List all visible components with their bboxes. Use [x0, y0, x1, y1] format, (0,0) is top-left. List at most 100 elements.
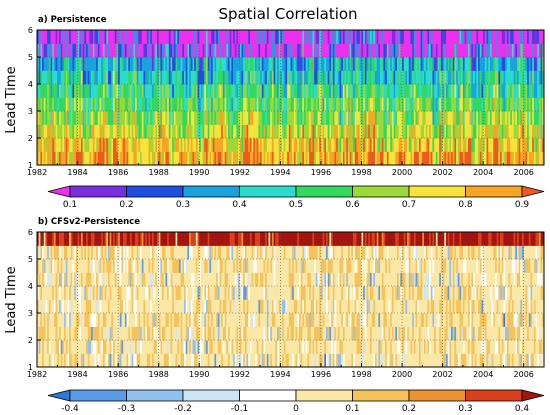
heatmap-cell — [305, 313, 308, 327]
heatmap-cell — [180, 272, 183, 287]
heatmap-cell — [158, 232, 161, 246]
heatmap-cell — [263, 30, 266, 44]
heatmap-cell — [221, 138, 224, 152]
heatmap-cell — [249, 43, 253, 58]
heatmap-cell — [216, 353, 219, 368]
heatmap-cell — [309, 272, 312, 287]
heatmap-cell — [72, 259, 75, 273]
heatmap-cell — [82, 299, 85, 314]
heatmap-cell — [64, 232, 67, 246]
heatmap-cell — [60, 151, 63, 166]
heatmap-cell — [540, 111, 543, 125]
heatmap-cell — [65, 259, 68, 273]
heatmap-cell — [135, 151, 138, 166]
heatmap-cell — [216, 84, 219, 98]
heatmap-cell — [102, 326, 105, 341]
heatmap-cell — [491, 138, 494, 152]
heatmap-cell — [150, 30, 153, 44]
heatmap-cell — [395, 57, 398, 71]
heatmap-cell — [532, 138, 535, 152]
panel-b-label: b) CFSv2-Persistence — [38, 217, 140, 227]
heatmap-cell — [469, 43, 472, 58]
heatmap-cell — [451, 111, 454, 125]
heatmap-cell — [503, 70, 506, 85]
heatmap-cell — [217, 70, 220, 85]
heatmap-cell — [69, 259, 72, 273]
heatmap-cell — [483, 138, 486, 152]
heatmap-cell — [77, 232, 80, 246]
heatmap-cell — [53, 353, 56, 368]
heatmap-cell — [84, 84, 87, 98]
heatmap-cell — [184, 326, 187, 341]
heatmap-cell — [89, 151, 92, 166]
heatmap-cell — [342, 30, 345, 44]
heatmap-cell — [227, 353, 231, 368]
heatmap-cell — [80, 111, 84, 125]
heatmap-cell — [172, 286, 175, 300]
heatmap-cell — [219, 313, 222, 327]
heatmap-cell — [383, 97, 386, 112]
heatmap-cell — [255, 353, 258, 368]
heatmap-cell — [354, 70, 357, 85]
heatmap-cell — [445, 84, 449, 98]
heatmap-cell — [128, 43, 131, 58]
heatmap-cell — [522, 138, 525, 152]
heatmap-cell — [238, 259, 241, 273]
heatmap-cell — [162, 353, 165, 368]
heatmap-cell — [170, 57, 173, 71]
heatmap-cell — [37, 97, 40, 112]
heatmap-cell — [243, 43, 246, 58]
heatmap-cell — [133, 326, 136, 341]
heatmap-cell — [160, 138, 163, 152]
heatmap-cell — [64, 43, 67, 58]
heatmap-cell — [253, 326, 256, 341]
heatmap-cell — [390, 43, 393, 58]
heatmap-cell — [229, 299, 232, 314]
heatmap-cell — [467, 111, 471, 125]
heatmap-cell — [168, 340, 171, 354]
heatmap-cell — [530, 124, 533, 139]
heatmap-cell — [143, 43, 146, 58]
heatmap-cell — [67, 286, 70, 300]
heatmap-cell — [123, 57, 126, 71]
heatmap-cell — [489, 70, 493, 85]
heatmap-cell — [491, 70, 494, 85]
heatmap-cell — [185, 84, 188, 98]
heatmap-cell — [163, 30, 166, 44]
heatmap-cell — [238, 43, 241, 58]
heatmap-cell — [207, 57, 210, 71]
heatmap-cell — [293, 30, 296, 44]
heatmap-cell — [522, 151, 525, 166]
heatmap-cell — [302, 124, 305, 139]
heatmap-cell — [192, 57, 195, 71]
heatmap-cell — [99, 111, 102, 125]
heatmap-cell — [129, 124, 133, 139]
heatmap-cell — [327, 232, 330, 246]
heatmap-cell — [82, 286, 85, 300]
heatmap-cell — [43, 43, 46, 58]
heatmap-cell — [390, 84, 393, 98]
heatmap-cell — [163, 84, 166, 98]
heatmap-cell — [437, 84, 440, 98]
heatmap-cell — [364, 70, 367, 85]
heatmap-cell — [190, 286, 193, 300]
heatmap-cell — [222, 299, 225, 314]
heatmap-cell — [435, 151, 438, 166]
heatmap-cell — [295, 313, 298, 327]
heatmap-cell — [138, 30, 141, 44]
heatmap-cell — [464, 124, 467, 139]
heatmap-cell — [282, 286, 285, 300]
heatmap-cell — [474, 84, 477, 98]
heatmap-cell — [94, 70, 97, 85]
heatmap-cell — [275, 97, 278, 112]
heatmap-cell — [249, 299, 253, 314]
heatmap-cell — [542, 43, 545, 58]
heatmap-cell — [72, 299, 75, 314]
heatmap-cell — [280, 97, 283, 112]
heatmap-cell — [341, 326, 344, 341]
heatmap-cell — [479, 70, 482, 85]
heatmap-cell — [331, 313, 334, 327]
heatmap-cell — [251, 340, 254, 354]
heatmap-cell — [319, 97, 322, 112]
heatmap-cell — [156, 259, 160, 273]
